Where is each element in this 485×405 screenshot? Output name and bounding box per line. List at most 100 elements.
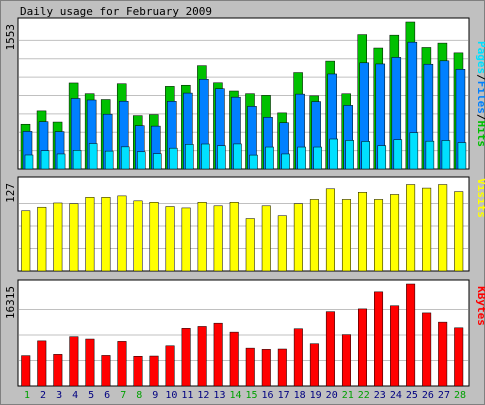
bar-pages-day-6 (105, 151, 113, 169)
bar-visits-day-24 (390, 194, 399, 271)
bar-pages-day-12 (201, 144, 209, 169)
bar-visits-day-14 (230, 202, 239, 271)
x-tick-label: 15 (245, 390, 257, 401)
bar-kbytes-day-27 (438, 322, 447, 386)
bar-visits-day-26 (422, 188, 431, 271)
y-max-label: 16315 (4, 286, 17, 319)
bar-visits-day-1 (22, 211, 31, 271)
bar-visits-day-28 (454, 192, 463, 271)
bar-kbytes-day-20 (326, 312, 335, 386)
bar-kbytes-day-16 (262, 349, 271, 386)
bar-kbytes-day-17 (278, 349, 287, 386)
x-tick-label: 14 (229, 390, 241, 401)
x-tick-label: 24 (390, 390, 402, 401)
x-tick-label: 20 (326, 390, 338, 401)
bar-pages-day-28 (458, 143, 466, 169)
bar-kbytes-day-10 (166, 346, 175, 386)
bar-visits-day-10 (166, 207, 175, 271)
bar-kbytes-day-9 (150, 356, 159, 386)
chart-title: Daily usage for February 2009 (20, 5, 212, 18)
bar-visits-day-23 (374, 199, 383, 271)
bar-kbytes-day-6 (102, 355, 111, 386)
bar-kbytes-day-3 (54, 354, 63, 386)
bar-pages-day-13 (217, 146, 225, 169)
bar-pages-day-4 (73, 150, 81, 169)
bar-visits-day-22 (358, 192, 367, 271)
bar-kbytes-day-28 (454, 328, 463, 386)
bar-visits-day-15 (246, 219, 255, 271)
x-tick-label: 1 (24, 390, 30, 401)
bar-pages-day-23 (378, 146, 386, 169)
x-tick-label: 7 (120, 390, 126, 401)
y-max-label: 127 (4, 183, 17, 203)
bar-visits-day-19 (310, 199, 319, 271)
x-tick-label: 26 (422, 390, 434, 401)
bar-visits-day-17 (278, 216, 287, 271)
bar-visits-day-4 (70, 204, 79, 271)
bar-pages-day-5 (89, 144, 97, 169)
panel-kbytes: 16315 KBytes (4, 280, 485, 386)
bar-pages-day-15 (250, 155, 258, 169)
x-tick-label: 17 (278, 390, 290, 401)
bar-kbytes-day-19 (310, 344, 319, 386)
x-tick-label: 22 (358, 390, 370, 401)
bar-kbytes-day-1 (22, 356, 31, 386)
bar-pages-day-16 (266, 147, 274, 169)
bar-kbytes-day-11 (182, 328, 191, 386)
x-tick-label: 18 (294, 390, 306, 401)
x-tick-label: 2 (40, 390, 46, 401)
panel-visits: 127 Visits (4, 177, 485, 271)
bar-kbytes-day-25 (406, 284, 415, 386)
bar-kbytes-day-15 (246, 348, 255, 386)
bar-pages-day-9 (153, 154, 161, 169)
bar-visits-day-27 (438, 185, 447, 271)
x-tick-label: 5 (88, 390, 94, 401)
bar-pages-day-7 (121, 147, 129, 169)
bar-pages-day-19 (314, 147, 322, 169)
x-tick-label: 19 (310, 390, 322, 401)
bar-visits-day-20 (326, 189, 335, 271)
legend-pages-files-hits: Pages/Files/Hits (475, 41, 485, 147)
bar-visits-day-13 (214, 206, 223, 271)
bar-visits-day-11 (182, 208, 191, 271)
bar-pages-day-3 (57, 154, 65, 169)
bar-visits-day-7 (118, 196, 127, 271)
bar-kbytes-day-24 (390, 306, 399, 386)
bar-kbytes-day-5 (86, 339, 95, 386)
bar-pages-day-22 (362, 141, 370, 169)
x-tick-label: 4 (72, 390, 78, 401)
bar-visits-day-16 (262, 206, 271, 271)
bar-pages-day-25 (410, 133, 418, 169)
x-tick-label: 28 (454, 390, 466, 401)
x-tick-label: 3 (56, 390, 62, 401)
x-tick-label: 25 (406, 390, 418, 401)
bar-pages-day-11 (185, 144, 193, 169)
bar-kbytes-day-21 (342, 335, 351, 386)
bar-pages-day-1 (25, 155, 33, 169)
bar-visits-day-12 (198, 202, 207, 271)
bar-kbytes-day-18 (294, 329, 303, 386)
y-max-label: 1553 (4, 24, 17, 51)
x-tick-label: 23 (374, 390, 386, 401)
bar-kbytes-day-4 (70, 337, 79, 386)
bar-kbytes-day-23 (374, 292, 383, 386)
x-tick-label: 16 (262, 390, 274, 401)
bar-visits-day-8 (134, 201, 143, 271)
bar-kbytes-day-14 (230, 332, 239, 386)
bar-pages-day-24 (394, 140, 402, 169)
bar-kbytes-day-8 (134, 356, 143, 386)
x-tick-label: 8 (136, 390, 142, 401)
bar-visits-day-3 (54, 203, 63, 271)
bar-kbytes-day-2 (38, 341, 47, 386)
bar-pages-day-20 (330, 139, 338, 169)
legend-visits: Visits (475, 178, 485, 218)
bar-kbytes-day-7 (118, 341, 127, 386)
bar-visits-day-9 (150, 202, 159, 271)
bar-visits-day-21 (342, 199, 351, 271)
panel-pages-files-hits: 1553 Pages/Files/Hits (4, 18, 485, 169)
x-tick-label: 10 (165, 390, 177, 401)
bar-visits-day-2 (38, 207, 47, 271)
x-tick-label: 9 (152, 390, 158, 401)
bar-pages-day-10 (169, 148, 177, 169)
x-tick-label: 21 (342, 390, 354, 401)
